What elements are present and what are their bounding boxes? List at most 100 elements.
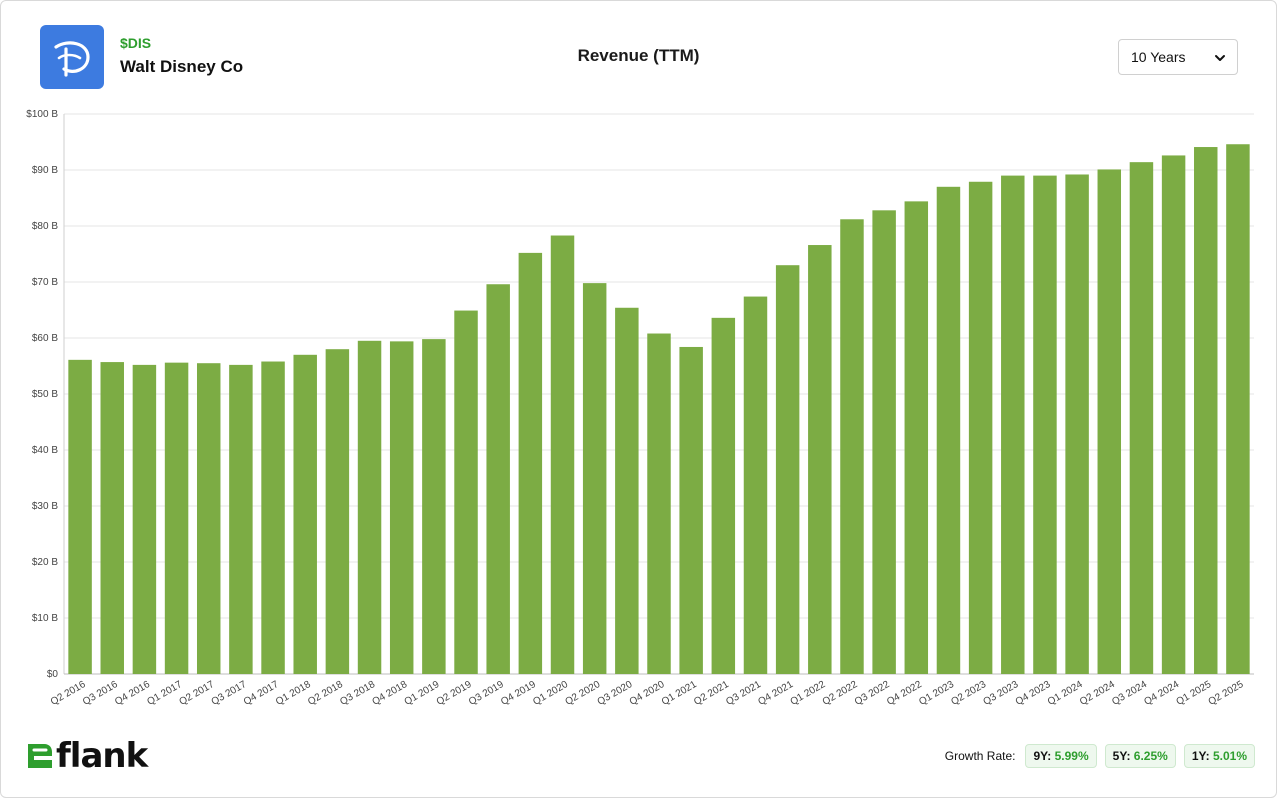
x-tick-label: Q2 2018 — [306, 679, 345, 708]
x-tick-label: Q3 2021 — [724, 679, 763, 708]
x-tick-label: Q1 2020 — [531, 679, 570, 708]
company-name: Walt Disney Co — [120, 57, 244, 76]
x-tick-label: Q2 2024 — [1078, 679, 1117, 708]
growth-value: 6.25% — [1133, 749, 1168, 763]
x-tick-label: Q2 2025 — [1207, 679, 1246, 708]
revenue-bar — [454, 310, 478, 674]
x-tick-label: Q3 2018 — [338, 679, 377, 708]
y-tick-label: $60 B — [32, 333, 58, 344]
x-tick-label: Q2 2022 — [821, 679, 860, 708]
x-tick-label: Q2 2023 — [949, 679, 988, 708]
brand-name: flank — [56, 736, 148, 776]
growth-value: 5.01% — [1212, 749, 1247, 763]
y-tick-label: $50 B — [32, 389, 58, 400]
x-tick-label: Q1 2017 — [145, 679, 184, 708]
revenue-bar — [518, 252, 543, 674]
revenue-bar — [840, 219, 864, 674]
y-tick-label: $80 B — [32, 221, 58, 232]
revenue-bar — [679, 346, 703, 674]
revenue-bar — [1161, 155, 1186, 674]
y-tick-label: $0 — [47, 669, 59, 680]
x-tick-label: Q4 2016 — [113, 679, 152, 708]
x-tick-label: Q3 2024 — [1110, 679, 1149, 708]
revenue-bar — [968, 181, 993, 674]
x-tick-label: Q3 2022 — [853, 679, 892, 708]
revenue-bar — [582, 283, 607, 674]
revenue-bar — [904, 201, 929, 675]
x-tick-label: Q1 2022 — [789, 679, 828, 708]
ticker-symbol: $DIS — [120, 35, 152, 51]
y-tick-label: $40 B — [32, 445, 58, 456]
revenue-bar — [550, 235, 575, 674]
y-tick-label: $30 B — [32, 501, 58, 512]
revenue-bar — [486, 284, 510, 674]
revenue-bar — [872, 210, 896, 674]
x-tick-label: Q3 2020 — [596, 679, 635, 708]
revenue-bar — [808, 245, 832, 675]
x-tick-label: Q1 2024 — [1046, 679, 1085, 708]
x-tick-label: Q1 2018 — [274, 679, 313, 708]
x-tick-label: Q3 2017 — [210, 679, 249, 708]
growth-pill-9y: 9Y: 5.99% — [1025, 744, 1097, 768]
revenue-bar — [775, 265, 800, 674]
revenue-bar — [293, 354, 317, 674]
flank-logo-icon — [28, 744, 52, 768]
revenue-bar-chart: $0 $10 B $20 B $30 B $40 B $50 B $60 B $70 B $80… — [26, 109, 1254, 708]
x-tick-label: Q2 2021 — [692, 679, 731, 708]
revenue-bar — [132, 364, 157, 674]
revenue-bar — [68, 359, 92, 674]
x-tick-label: Q1 2023 — [917, 679, 956, 708]
revenue-bar — [1033, 175, 1057, 674]
y-tick-label: $100 B — [26, 109, 58, 120]
y-tick-label: $10 B — [32, 613, 58, 624]
x-tick-label: Q3 2019 — [467, 679, 506, 708]
x-tick-label: Q4 2019 — [499, 679, 538, 708]
x-tick-label: Q4 2017 — [242, 679, 281, 708]
revenue-bar — [196, 363, 221, 674]
revenue-bar — [422, 339, 446, 674]
revenue-bar — [1194, 147, 1218, 675]
revenue-bar — [615, 307, 639, 674]
revenue-bar — [936, 186, 961, 675]
x-tick-label: Q2 2016 — [49, 679, 88, 708]
revenue-bar — [1129, 162, 1154, 674]
company-logo — [40, 25, 104, 89]
revenue-bar — [325, 349, 350, 674]
revenue-bar — [1065, 174, 1089, 675]
x-tick-label: Q4 2024 — [1142, 679, 1181, 708]
revenue-bar — [1226, 144, 1250, 675]
x-tick-label: Q3 2023 — [982, 679, 1021, 708]
revenue-bar — [743, 296, 768, 674]
growth-rate-label: Growth Rate: — [944, 749, 1016, 763]
revenue-bar — [261, 361, 285, 674]
revenue-bar — [389, 341, 414, 674]
flank-brand: flank — [24, 736, 148, 776]
y-tick-label: $70 B — [32, 277, 58, 288]
x-tick-label: Q2 2017 — [177, 679, 216, 708]
growth-period: 5Y: — [1112, 749, 1131, 763]
revenue-bar — [164, 362, 189, 674]
revenue-bar — [711, 317, 736, 674]
growth-period: 9Y: — [1033, 749, 1052, 763]
x-tick-label: Q4 2020 — [628, 679, 667, 708]
x-tick-label: Q3 2016 — [81, 679, 120, 708]
revenue-bar — [100, 362, 124, 674]
range-select[interactable]: 10 Years — [1118, 39, 1238, 75]
growth-period: 1Y: — [1191, 749, 1210, 763]
x-tick-label: Q4 2018 — [370, 679, 409, 708]
chart-title: Revenue (TTM) — [577, 46, 700, 65]
revenue-bar — [647, 333, 671, 674]
growth-pill-5y: 5Y: 6.25% — [1104, 744, 1176, 768]
revenue-bar — [1001, 175, 1025, 674]
x-tick-label: Q1 2025 — [1175, 679, 1214, 708]
growth-rates: Growth Rate: 9Y: 5.99% 5Y: 6.25% 1Y: 5.0… — [945, 744, 1255, 768]
revenue-bar — [1097, 169, 1122, 674]
y-tick-label: $90 B — [32, 165, 58, 176]
growth-pill-1y: 1Y: 5.01% — [1183, 744, 1255, 768]
x-tick-label: Q2 2019 — [435, 679, 474, 708]
x-tick-label: Q1 2019 — [403, 679, 442, 708]
range-select-value: 10 Years — [1131, 49, 1186, 65]
revenue-bar — [229, 364, 253, 674]
x-tick-label: Q2 2020 — [563, 679, 602, 708]
chevron-down-icon — [1215, 55, 1225, 61]
